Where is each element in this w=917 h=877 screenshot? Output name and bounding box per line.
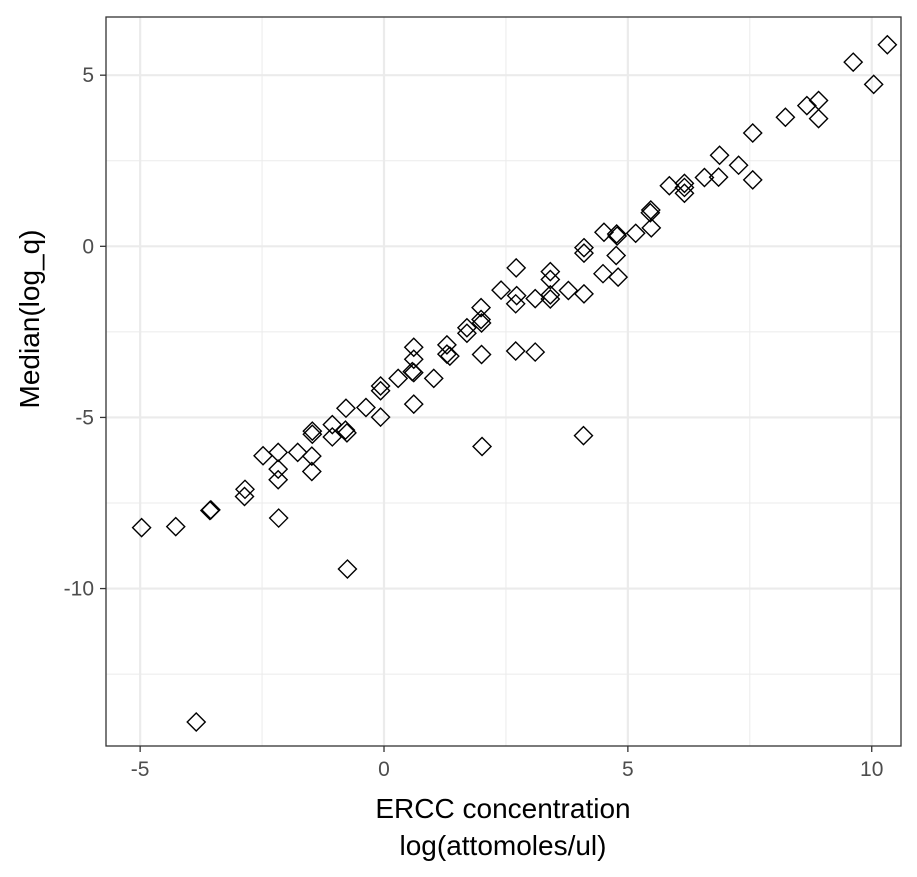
data-point xyxy=(335,420,356,441)
data-point xyxy=(674,183,695,204)
data-point xyxy=(403,337,424,358)
x-axis-title: ERCC concentration xyxy=(375,793,630,824)
data-point xyxy=(573,425,594,446)
data-point xyxy=(593,263,613,284)
data-point xyxy=(863,74,884,95)
data-point xyxy=(506,285,527,306)
data-point xyxy=(674,173,695,194)
x-axis-title-line2: log(attomoles/ul) xyxy=(400,830,607,861)
x-tick-label: 0 xyxy=(378,758,390,781)
y-axis-ticks: 5 0 -5 -10 xyxy=(64,64,106,601)
data-point xyxy=(335,398,356,419)
data-point xyxy=(302,424,323,445)
data-point xyxy=(558,280,579,301)
y-axis-title: Median(log_q) xyxy=(14,230,45,409)
data-point xyxy=(388,368,409,389)
data-point xyxy=(471,297,492,318)
data-point xyxy=(402,361,423,382)
data-point xyxy=(403,394,424,415)
data-point xyxy=(491,280,512,301)
data-point xyxy=(322,414,343,435)
data-point xyxy=(525,342,546,363)
x-axis-ticks: -5 0 5 10 xyxy=(131,746,883,781)
panel-border xyxy=(105,16,902,747)
data-point xyxy=(742,169,763,190)
x-tick-label: -5 xyxy=(131,758,150,781)
data-point xyxy=(423,368,444,389)
data-point xyxy=(337,559,358,580)
data-point xyxy=(540,284,561,305)
data-point xyxy=(439,346,460,367)
data-point xyxy=(540,269,561,290)
data-point xyxy=(355,397,376,418)
data-point xyxy=(336,422,357,443)
data-point xyxy=(199,500,220,521)
data-points xyxy=(131,34,898,733)
data-point xyxy=(505,293,526,314)
data-point xyxy=(234,486,255,507)
x-tick-label: 10 xyxy=(860,758,883,781)
data-point xyxy=(268,469,289,490)
data-point xyxy=(268,459,289,480)
major-gridlines xyxy=(106,17,901,746)
data-point xyxy=(607,226,628,247)
data-point xyxy=(505,341,526,362)
y-tick-label: 0 xyxy=(82,235,94,258)
data-point xyxy=(301,461,322,482)
data-point xyxy=(708,167,729,188)
data-point xyxy=(268,508,289,529)
y-tick-label: -5 xyxy=(75,406,94,429)
data-point xyxy=(625,223,646,244)
data-point xyxy=(370,375,391,396)
y-tick-label: 5 xyxy=(82,64,94,87)
data-point xyxy=(640,202,661,223)
data-point xyxy=(606,245,627,266)
data-point xyxy=(165,516,186,537)
data-point xyxy=(540,289,561,310)
data-point xyxy=(472,436,493,457)
data-point xyxy=(471,309,492,330)
data-point xyxy=(573,237,594,258)
data-point xyxy=(709,145,730,166)
data-point xyxy=(728,155,749,176)
data-point xyxy=(694,167,715,188)
data-point xyxy=(436,334,457,355)
data-point xyxy=(403,349,424,370)
data-point xyxy=(456,317,477,338)
data-point xyxy=(877,34,898,55)
data-point xyxy=(471,344,492,365)
data-point xyxy=(573,283,594,304)
y-tick-label: -10 xyxy=(64,578,94,601)
data-point xyxy=(131,517,152,538)
data-point xyxy=(573,243,594,264)
data-point xyxy=(186,712,207,733)
data-point xyxy=(641,217,662,238)
data-point xyxy=(506,257,527,278)
x-tick-label: 5 xyxy=(622,758,634,781)
data-point xyxy=(540,261,561,282)
data-point xyxy=(593,222,614,243)
data-point xyxy=(370,380,391,401)
data-point xyxy=(471,312,492,333)
data-point xyxy=(287,442,308,463)
data-point xyxy=(808,108,829,129)
data-point xyxy=(370,407,391,428)
data-point xyxy=(775,107,796,128)
data-point xyxy=(674,177,695,198)
data-point xyxy=(606,223,627,244)
data-point xyxy=(268,442,289,463)
data-point xyxy=(302,421,323,442)
data-point xyxy=(301,446,322,467)
data-point xyxy=(456,323,477,344)
data-point xyxy=(235,479,255,500)
data-point xyxy=(742,123,763,144)
data-point xyxy=(608,267,629,288)
data-point xyxy=(843,52,864,73)
data-point xyxy=(796,95,817,116)
